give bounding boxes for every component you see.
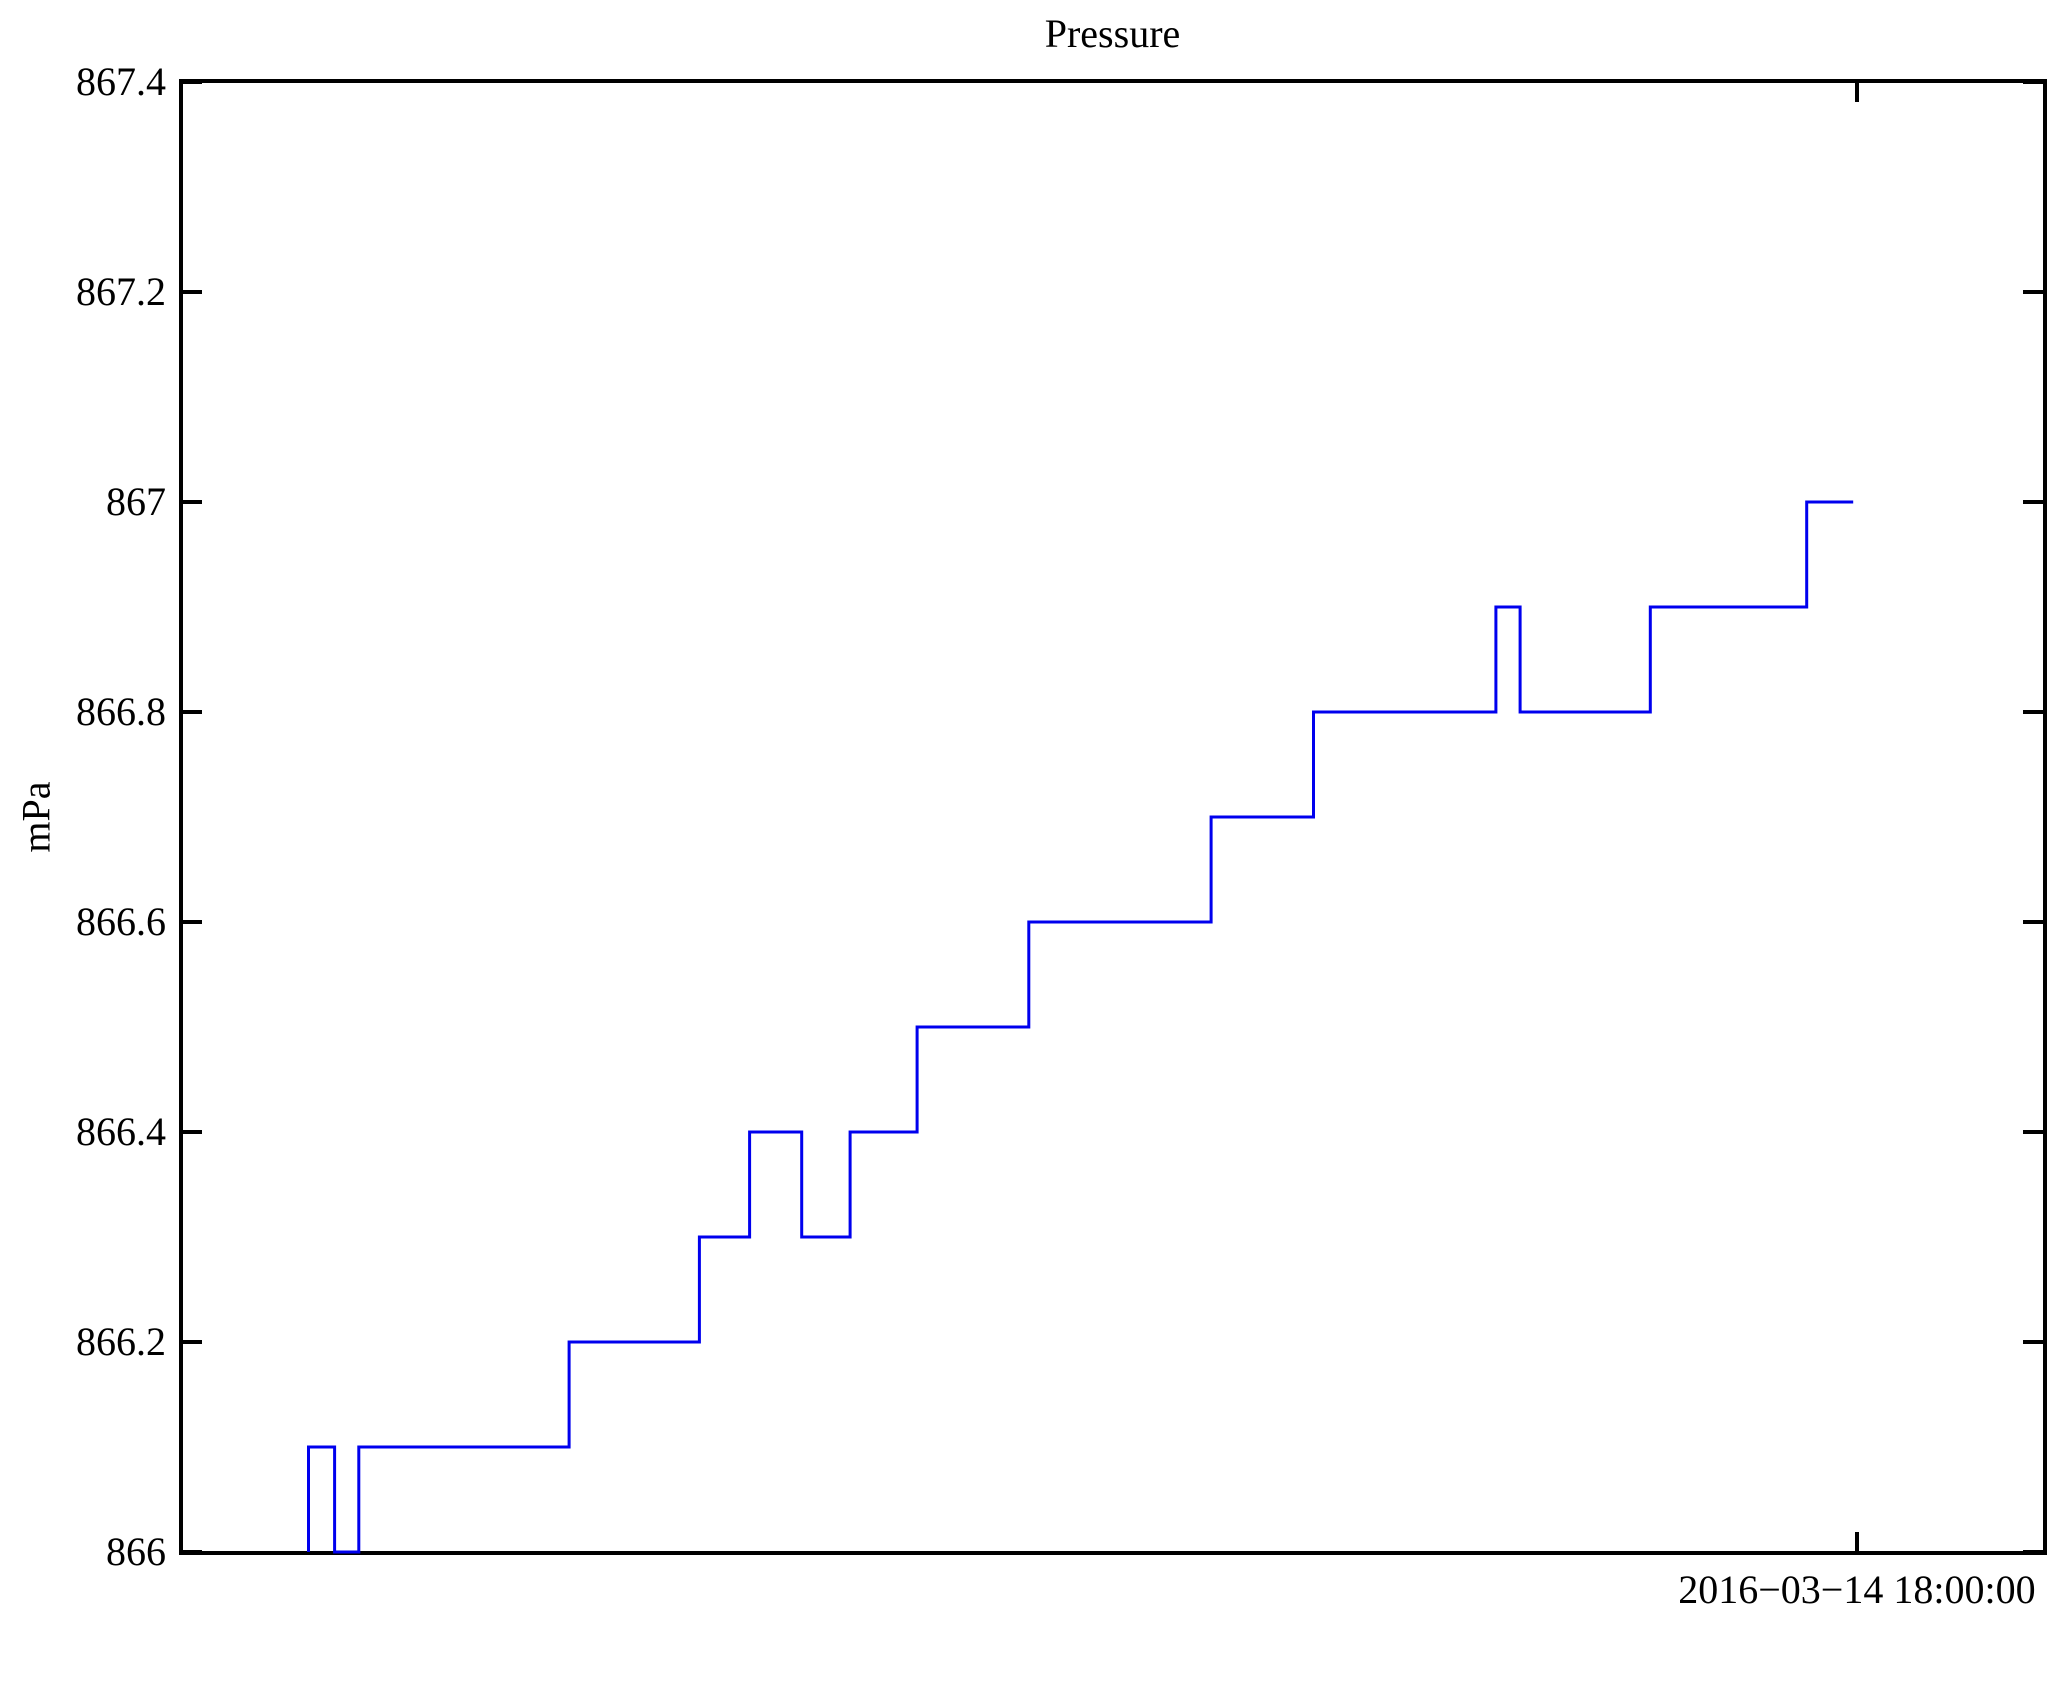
- plot-canvas: [307, 500, 1854, 1554]
- y-tick-right: [2023, 290, 2043, 294]
- y-axis-label: mPa: [13, 781, 59, 853]
- y-tick-label: 867.4: [76, 59, 166, 104]
- plot-border: [179, 79, 2047, 1555]
- y-tick-left: [182, 80, 202, 84]
- y-tick-left: [182, 920, 202, 924]
- y-tick-label: 867: [106, 479, 166, 524]
- y-tick-left: [182, 1340, 202, 1344]
- y-tick-label: 867.2: [76, 269, 166, 314]
- y-tick-right: [2023, 1340, 2043, 1344]
- y-tick-label: 866.4: [76, 1109, 166, 1154]
- chart-title: Pressure: [1044, 11, 1181, 56]
- x-tick-label: 2016−03−14 18:00:00: [1678, 1567, 2036, 1612]
- y-tick-left: [182, 290, 202, 294]
- x-tick-bottom: [1854, 1532, 1859, 1552]
- y-tick-right: [2023, 710, 2043, 714]
- y-tick-left: [182, 1130, 202, 1134]
- x-tick-top: [1854, 82, 1859, 102]
- y-tick-right: [2023, 1550, 2043, 1554]
- y-tick-right: [2023, 920, 2043, 924]
- y-tick-left: [182, 1550, 202, 1554]
- y-tick-label: 866: [106, 1529, 166, 1574]
- y-tick-label: 866.2: [76, 1319, 166, 1364]
- y-tick-right: [2023, 1130, 2043, 1134]
- y-tick-label: 866.6: [76, 899, 166, 944]
- pressure-step-line: [307, 500, 1854, 1554]
- y-tick-left: [182, 710, 202, 714]
- y-tick-right: [2023, 500, 2043, 504]
- y-tick-left: [182, 500, 202, 504]
- y-tick-label: 866.8: [76, 689, 166, 734]
- y-tick-right: [2023, 80, 2043, 84]
